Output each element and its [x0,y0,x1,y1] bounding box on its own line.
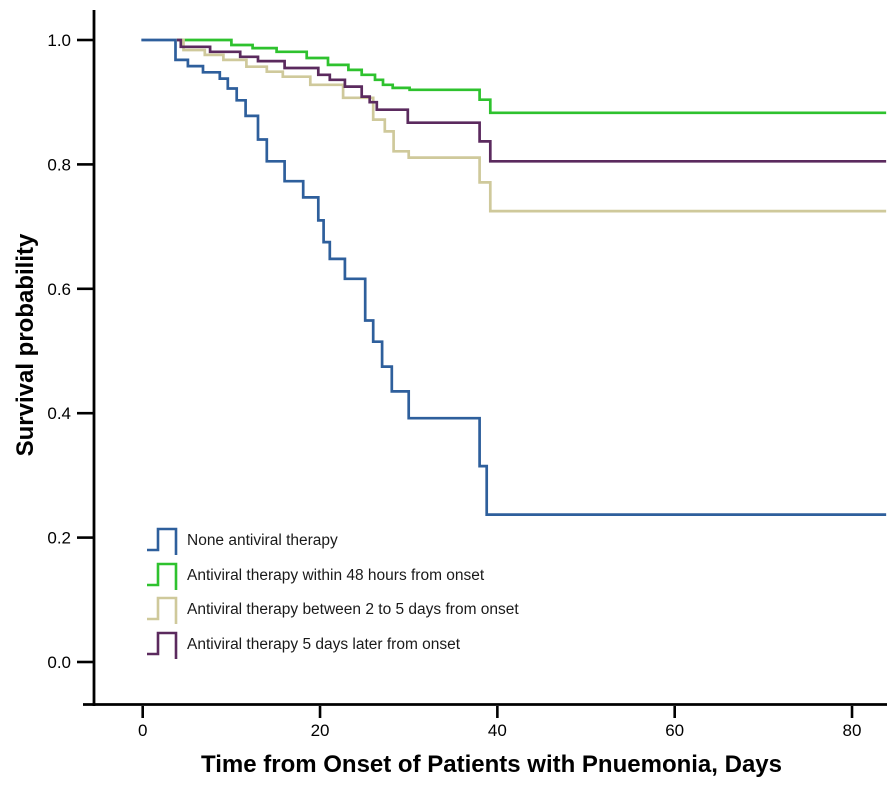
legend-item-5-days-later: Antiviral therapy 5 days later from onse… [144,628,519,663]
step-line-marker-icon [147,562,178,590]
legend-item-2-to-5-days: Antiviral therapy between 2 to 5 days fr… [144,593,519,628]
y-tick-label: 0.0 [47,653,71,672]
legend-item-within-48h: Antiviral therapy within 48 hours from o… [144,559,519,594]
y-tick-label: 0.6 [47,280,71,299]
step-line-marker-icon [147,527,178,556]
legend: None antiviral therapy Antiviral therapy… [144,524,519,662]
step-line-marker-icon [147,596,178,625]
survival-curve-2 [176,38,887,213]
x-tick-label: 40 [488,721,507,740]
survival-curve-3 [176,38,887,163]
x-tick-label: 0 [138,721,147,740]
y-axis-title: Survival probability [12,233,39,457]
survival-curve-0 [141,38,887,516]
x-tick-label: 80 [843,721,862,740]
y-tick-label: 1.0 [47,31,71,50]
legend-label: Antiviral therapy between 2 to 5 days fr… [187,601,519,619]
y-tick-label: 0.8 [47,155,71,174]
x-tick-label: 20 [311,721,330,740]
legend-label: None antiviral therapy [187,532,338,550]
step-line-marker-icon [147,631,178,659]
y-tick-label: 0.2 [47,529,71,548]
x-axis-title: Time from Onset of Patients with Pnuemon… [200,751,782,778]
legend-label: Antiviral therapy 5 days later from onse… [187,635,461,653]
x-tick-label: 60 [665,721,684,740]
y-tick-label: 0.4 [47,404,71,423]
legend-label: Antiviral therapy within 48 hours from o… [187,566,485,584]
legend-item-none-antiviral: None antiviral therapy [144,524,519,559]
survival-curve-1 [176,38,887,115]
